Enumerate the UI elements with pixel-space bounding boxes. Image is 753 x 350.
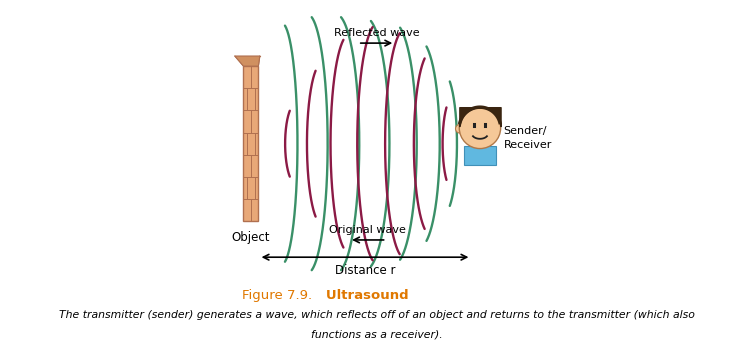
FancyBboxPatch shape (243, 66, 258, 221)
Text: Reflected wave: Reflected wave (334, 28, 419, 38)
Circle shape (459, 107, 501, 148)
Text: Figure 7.9.: Figure 7.9. (242, 289, 312, 302)
FancyBboxPatch shape (475, 136, 485, 147)
Text: Ultrasound: Ultrasound (312, 289, 409, 302)
Polygon shape (235, 56, 260, 66)
Text: Sender/
Receiver: Sender/ Receiver (504, 126, 552, 149)
Text: functions as a receiver).: functions as a receiver). (311, 330, 442, 340)
FancyBboxPatch shape (464, 146, 495, 165)
Text: Object: Object (232, 231, 270, 244)
Text: Distance r: Distance r (335, 264, 395, 276)
Circle shape (456, 125, 464, 133)
Text: The transmitter (sender) generates a wave, which reflects off of an object and r: The transmitter (sender) generates a wav… (59, 310, 694, 320)
Text: Original wave: Original wave (330, 225, 407, 235)
